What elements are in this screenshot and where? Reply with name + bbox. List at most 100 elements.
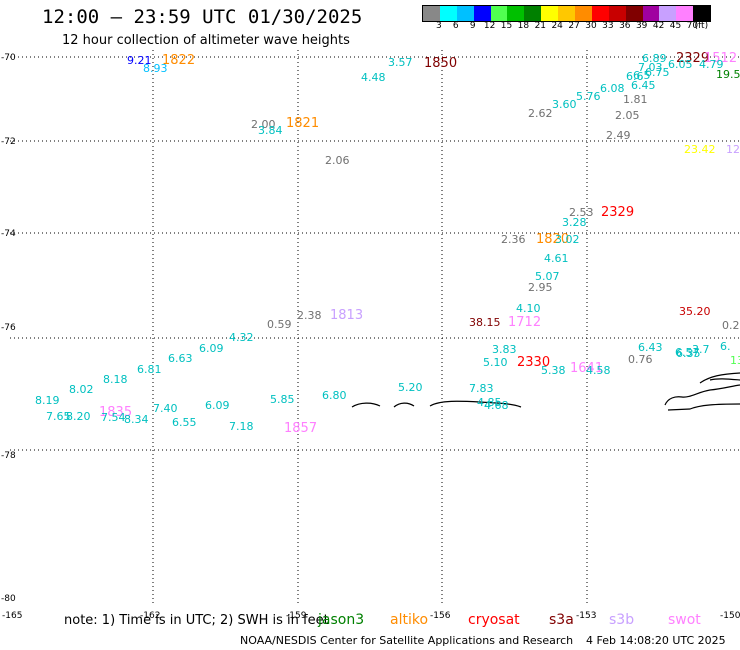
longitude-label: -153 [576,611,596,621]
color-scale-labels: 3 6 9 12 15 18 21 24 27 30 33 36 39 42 45 70 (ft) [422,21,728,35]
legend-item-swot: swot [668,612,701,628]
wave-height-value: 2.05 [615,109,640,122]
longitude-label: -162 [140,611,160,621]
pass-time-label: 1822 [162,53,195,68]
wave-height-value: 2.95 [528,281,553,294]
pass-time-label: 2329 [676,51,709,66]
satellite-legend: jason3 altiko cryosat s3a s3b swot [0,612,740,628]
wave-height-value: 4.58 [586,364,611,377]
wave-height-value: 13.32 [730,354,740,367]
color-swatch [541,6,559,21]
wave-height-value: 3.57 [388,56,413,69]
color-scale-bar [422,5,712,22]
wave-height-value: 8.20 [66,410,91,423]
wave-height-value: 2.53 [569,206,594,219]
wave-height-value: 4.68 [484,399,509,412]
pass-time-label: 1820 [536,232,569,247]
wave-height-value: 5.85 [270,393,295,406]
wave-height-value: 2.38 [297,309,322,322]
wave-height-value: 2.36 [501,233,526,246]
wave-height-value: 0.2 [722,319,740,332]
wave-height-value: 6.81 [137,363,162,376]
color-scale-label: 18 [517,21,530,31]
pass-time-label: 1857 [284,421,317,436]
wave-height-value: 23.42 [684,143,716,156]
color-scale-label: 21 [534,21,547,31]
pass-time-label: 1821 [286,116,319,131]
wave-height-value: 6.05 [668,58,693,71]
coastline-segment [393,402,415,408]
legend-item-altiko: altiko [390,612,429,628]
wave-height-value: 5.38 [541,364,566,377]
wave-height-value: 7.03 [638,61,663,74]
color-swatch [608,6,626,21]
wave-height-value: 6.75 [645,66,670,79]
legend-item-s3a: s3a [549,612,574,628]
wave-height-value: 3.7 [692,343,710,356]
wave-height-value: 8.18 [103,373,128,386]
color-scale-label: 45 [669,21,682,31]
color-scale-label: 9 [469,21,476,31]
coastline-segment [699,372,740,384]
color-swatch [676,6,694,21]
legend-item-cryosat: cryosat [468,612,520,628]
color-scale-label: 70 [686,21,699,31]
wave-height-value: 0.76 [628,353,653,366]
color-scale-label: 39 [635,21,648,31]
color-scale-label: 6 [452,21,459,31]
wave-height-value: 6.89 [642,52,667,65]
wave-height-value: 3.28 [562,216,587,229]
coastline-segment [351,402,381,408]
color-scale-label: 15 [500,21,513,31]
wave-height-value: 9.21 [127,54,152,67]
map-title: 12:00 – 23:59 UTC 01/30/2025 [42,6,363,28]
legend-item-jason3: jason3 [318,612,365,628]
wave-height-value: 4.48 [361,71,386,84]
color-swatch [693,6,711,21]
credit-line: NOAA/NESDIS Center for Satellite Applica… [240,634,574,647]
wave-height-value: 6.35 [676,347,701,360]
pass-time-label: 1712 [508,315,541,330]
wave-height-value: 7.65 [46,410,71,423]
axis-labels: -70 -72 -74 -76 -78 -80 -165 -162 -159 -156 -153 -1… [1,53,740,621]
wave-height-value: 5.10 [483,356,508,369]
color-swatch [490,6,508,21]
pass-time-label: 1512 [704,51,737,66]
wave-height-value: 4.79 [699,58,724,71]
pass-time-label: 2330 [517,355,550,370]
wave-height-value: 8.93 [143,62,168,75]
color-swatch [558,6,576,21]
color-swatch [575,6,592,21]
wave-height-value: 4.10 [516,302,541,315]
color-swatch [439,6,457,21]
wave-height-value: 8.19 [35,394,60,407]
wave-height-value: 0.59 [267,318,292,331]
color-scale-label: 24 [551,21,563,31]
longitude-label: -150 [720,611,740,621]
latitude-label: -78 [1,451,16,461]
wave-height-value: 5.07 [535,270,560,283]
pass-time-label: 1813 [330,308,363,323]
wave-height-value: 6.09 [199,342,224,355]
legend-item-s3b: s3b [609,612,635,628]
color-swatch [591,6,609,21]
wave-height-value: 6.63 [168,352,193,365]
wave-height-value: 6.55 [172,416,197,429]
wave-height-value: 6.08 [600,82,625,95]
latitude-label: -74 [1,229,16,239]
wave-height-value: 7.40 [153,402,178,415]
coastline-segment [429,400,522,408]
longitude-label: -159 [286,611,307,621]
generation-timestamp: 4 Feb 14:08:20 UTC 2025 [586,634,726,647]
wave-height-value: 19.5 [716,68,740,81]
wave-height-value: 2.06 [325,154,350,167]
wave-height-value: 2.49 [606,129,631,142]
color-swatch [642,6,660,21]
wave-height-value: 6.6 [626,70,644,83]
coastline-segment [709,378,740,381]
wave-height-value: 6.80 [322,389,347,402]
wave-height-value: 3.83 [492,343,517,356]
color-swatch [423,6,440,21]
wave-height-value: 2.62 [528,107,553,120]
